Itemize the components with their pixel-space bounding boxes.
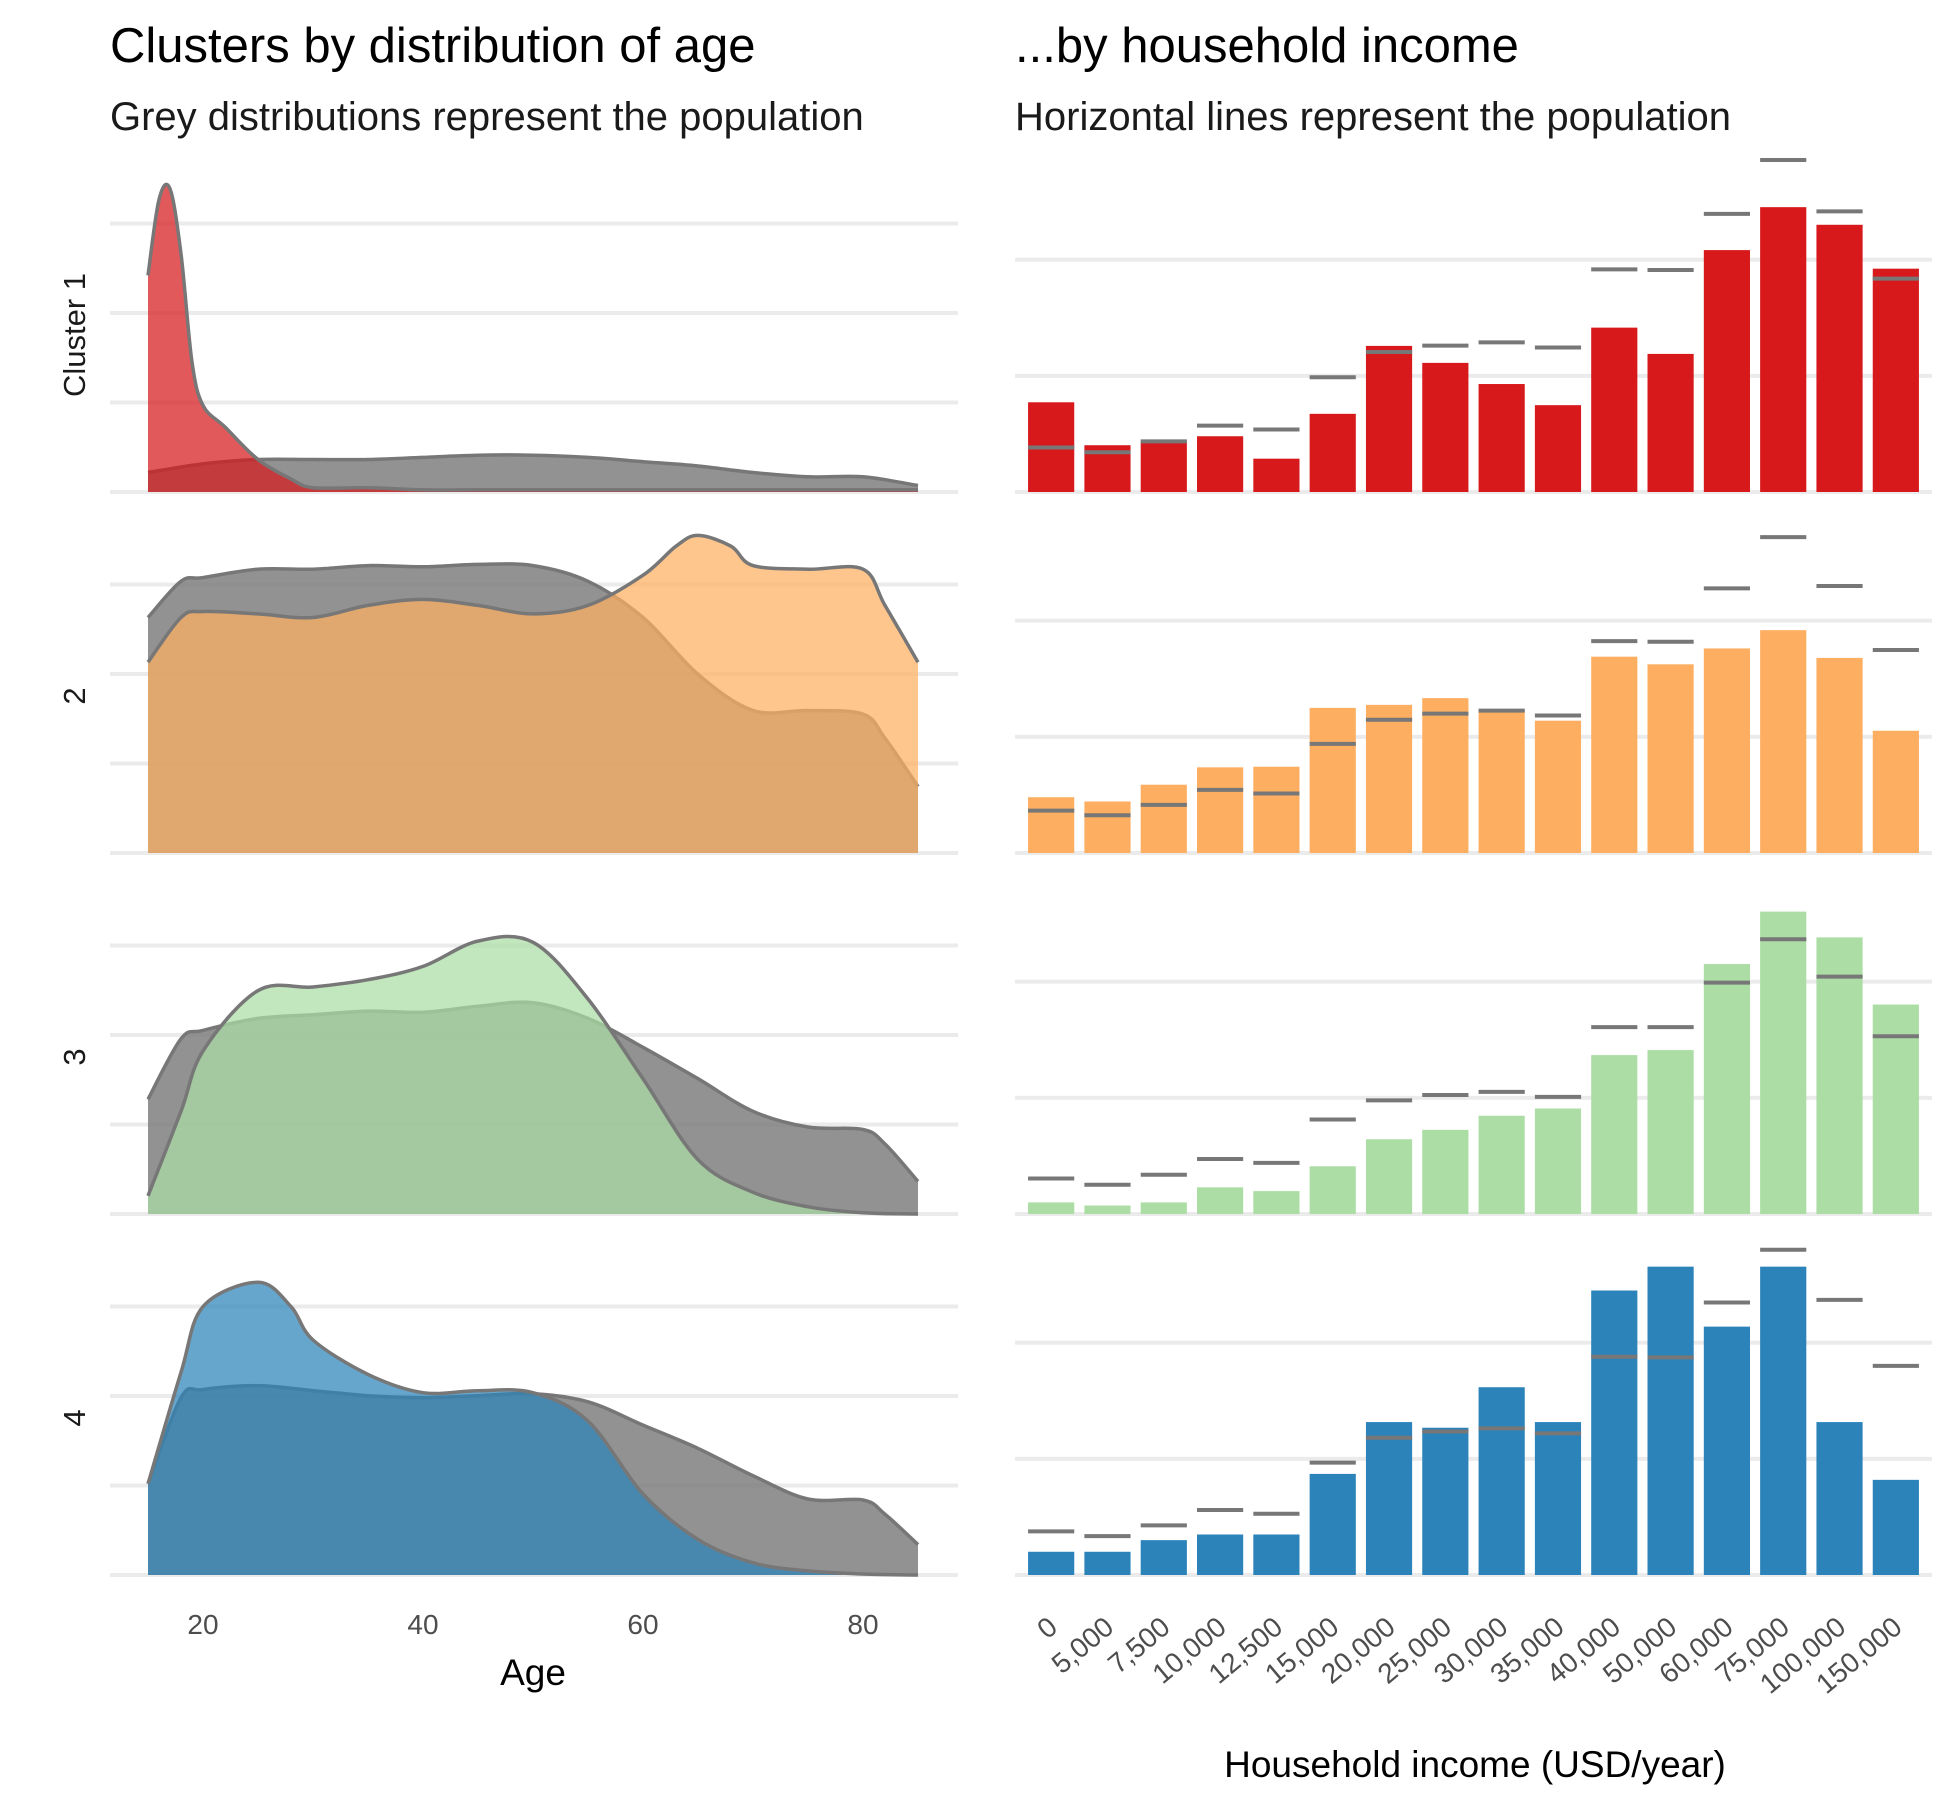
age-tick-label: 40 [407, 1609, 438, 1640]
income-axis-title: Household income (USD/year) [1224, 1744, 1726, 1785]
income-facet-2 [1015, 535, 1932, 855]
income-bar [1760, 911, 1807, 1214]
income-facet-4 [1015, 1247, 1932, 1577]
age-facet-1: Cluster 1 [57, 182, 958, 494]
income-bar [1309, 707, 1356, 853]
income-bar [1084, 1205, 1131, 1214]
income-bar [1647, 353, 1694, 492]
cluster-density-line [146, 934, 919, 1216]
income-bar [1365, 1422, 1413, 1575]
income-bar [1365, 1139, 1413, 1214]
income-bar [1309, 413, 1356, 492]
income-bar [1365, 345, 1413, 492]
income-bar [1591, 1055, 1638, 1214]
income-bar [1816, 1422, 1863, 1575]
age-tick-label: 80 [847, 1609, 878, 1640]
income-bar [1253, 458, 1300, 492]
age-tick-label: 20 [187, 1609, 218, 1640]
income-bar [1703, 964, 1750, 1214]
income-bar [1028, 797, 1075, 853]
income-bar [1253, 1191, 1300, 1214]
income-bar [1084, 801, 1131, 853]
income-bar [1591, 1290, 1638, 1575]
income-facet-1 [1015, 158, 1932, 494]
income-bar [1591, 656, 1638, 853]
cluster-label: Cluster 1 [57, 273, 92, 397]
right-panel-subtitle: Horizontal lines represent the populatio… [1015, 95, 1731, 139]
population-density-line [147, 453, 919, 488]
income-bar [1140, 1540, 1187, 1575]
income-bar [1478, 1115, 1525, 1214]
age-facet-3: 3 [57, 934, 958, 1216]
right-panel-title: ...by household income [1015, 19, 1519, 73]
cluster-density-area [148, 184, 918, 493]
income-bar [1140, 442, 1187, 492]
cluster-density-line [146, 182, 918, 492]
income-bar [1534, 720, 1582, 853]
income-bar [1872, 268, 1919, 492]
income-bar [1703, 250, 1750, 492]
income-bar [1253, 1534, 1300, 1575]
income-bar [1872, 1004, 1919, 1214]
income-bar [1478, 709, 1525, 853]
income-bar [1309, 1473, 1356, 1575]
income-bar [1422, 1427, 1469, 1575]
income-tick-label: 0 [1031, 1611, 1063, 1645]
income-bar [1760, 207, 1807, 492]
income-bar [1197, 1187, 1244, 1214]
income-bar [1703, 1326, 1750, 1575]
income-bar [1028, 1551, 1075, 1575]
age-facet-2: 2 [57, 533, 958, 855]
income-bar [1647, 664, 1694, 853]
income-bar [1478, 384, 1525, 492]
income-bar [1197, 436, 1244, 492]
income-bar [1647, 1266, 1694, 1575]
age-density-panel: Cluster 1 2 3 4 20 40 60 80 [57, 182, 958, 1640]
income-bar [1422, 362, 1469, 492]
income-bar [1422, 698, 1469, 853]
cluster-density-line [146, 1280, 919, 1577]
income-bar [1872, 1479, 1919, 1575]
population-density-area [148, 454, 918, 492]
income-bar-panel: 05,0007,50010,00012,50015,00020,00025,00… [1015, 158, 1932, 1700]
age-axis-title: Age [500, 1652, 566, 1693]
age-tick-label: 60 [627, 1609, 658, 1640]
income-bar [1816, 224, 1863, 492]
age-facet-4: 4 [57, 1280, 958, 1577]
income-bar [1816, 937, 1863, 1214]
income-bar [1816, 657, 1863, 853]
income-bar [1197, 767, 1244, 853]
left-panel-subtitle: Grey distributions represent the populat… [110, 95, 864, 139]
income-bar [1478, 1387, 1525, 1575]
income-bar [1534, 405, 1582, 492]
income-bar [1028, 1202, 1075, 1214]
income-bar [1140, 1202, 1187, 1214]
income-facet-3 [1015, 911, 1932, 1216]
income-bar [1253, 766, 1300, 853]
left-panel-title: Clusters by distribution of age [110, 19, 756, 73]
cluster-density-area [148, 936, 918, 1214]
income-bar [1760, 1266, 1807, 1575]
income-bar [1140, 784, 1187, 853]
income-bar [1534, 1422, 1582, 1575]
cluster-label: 4 [57, 1409, 92, 1426]
income-bar [1084, 1551, 1131, 1575]
income-bar [1422, 1129, 1469, 1214]
cluster-label: 3 [57, 1048, 92, 1065]
income-bar [1309, 1166, 1356, 1214]
income-bar [1647, 1050, 1694, 1214]
cluster-density-area [148, 1282, 918, 1575]
income-tick-label: 5,000 [1046, 1611, 1120, 1680]
cluster-density-area [148, 535, 918, 853]
income-bar [1197, 1534, 1244, 1575]
income-bar [1591, 327, 1638, 492]
cluster-density-line [146, 533, 920, 664]
income-bar [1760, 630, 1807, 853]
income-bar [1703, 648, 1750, 853]
income-bar [1365, 704, 1413, 853]
income-bar [1534, 1108, 1582, 1214]
income-bar [1872, 730, 1919, 853]
cluster-label: 2 [57, 687, 92, 704]
